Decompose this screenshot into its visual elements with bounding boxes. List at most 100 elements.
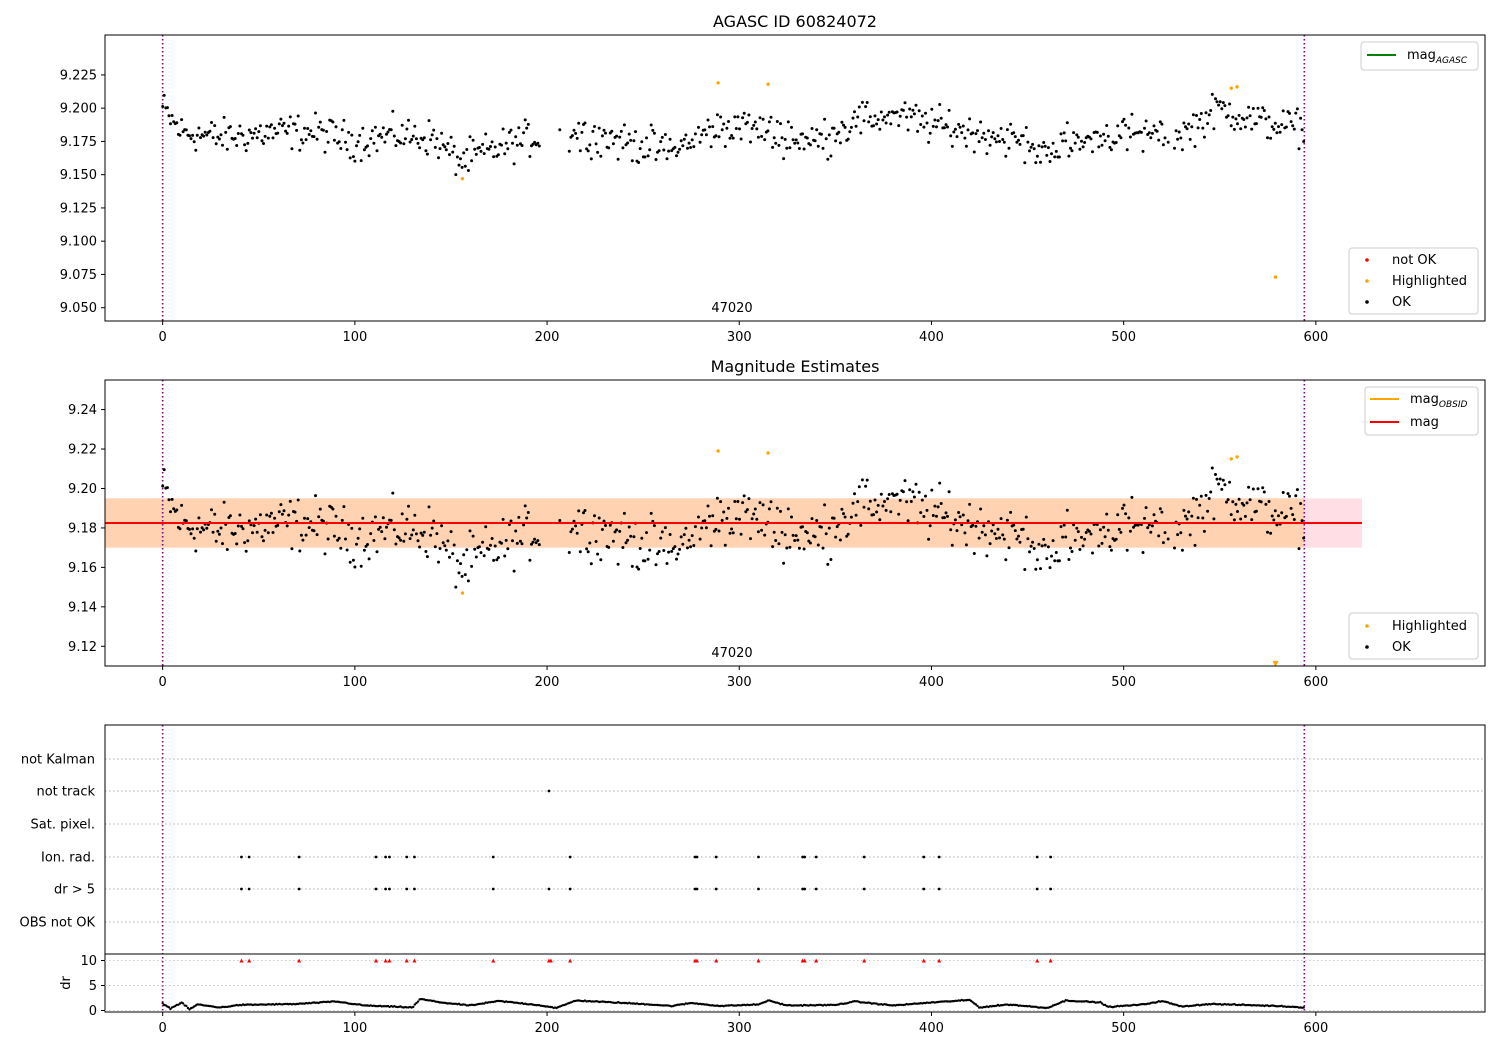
ok-point [1018,540,1022,544]
ok-point [1124,512,1128,516]
ok-point [742,494,746,498]
ok-point [1081,544,1085,548]
ok-point [303,516,306,520]
ok-point [963,136,967,140]
ok-point [983,533,987,537]
ok-point [873,114,877,118]
ok-point [994,140,998,144]
ok-point [589,562,593,566]
ok-point [1190,125,1194,129]
ok-point [407,118,410,122]
ok-point [1152,124,1156,128]
ok-point [1109,548,1113,552]
ok-point [646,154,650,158]
ok-point [1237,497,1241,501]
ok-point [865,478,869,482]
ok-point [1069,546,1072,550]
ok-point [449,135,453,139]
ok-point [1015,537,1019,541]
ok-point [411,134,415,138]
ok-point [613,530,617,534]
ok-point [477,545,481,549]
flag-label: not Kalman [21,753,95,768]
ok-point [1214,97,1217,101]
dr-point [185,1004,188,1008]
ok-point [977,140,981,144]
ok-point [1059,132,1063,136]
ok-point [184,519,188,523]
ok-point [1223,104,1227,108]
ok-point [985,152,989,156]
ok-point [856,500,860,504]
ok-point [372,141,376,145]
flag-label: Ion. rad. [41,851,95,866]
panel2-obsid-annotation: 47020 [711,646,752,661]
ok-point [359,159,363,163]
dr-high-marker [694,958,699,963]
ok-point [306,127,310,130]
ok-point [288,499,292,503]
ok-point [1242,118,1246,121]
ok-point [307,526,311,530]
ok-point [652,131,656,135]
ok-point [533,140,537,144]
ok-point [1234,117,1238,121]
ok-point [222,115,226,119]
ok-point [263,528,267,532]
ok-point [786,507,790,511]
panel2-legend-points-box [1348,612,1479,660]
ok-point [299,533,303,537]
ok-point [1191,496,1195,500]
ok-point [381,126,385,130]
ok-point [211,136,215,140]
ok-point [972,552,976,555]
ok-point [842,123,845,127]
panel2-x-ticks: 0 100 200 300 400 500 600 [159,666,1328,690]
ok-point [574,524,578,528]
flag-point [388,887,391,891]
ok-point [690,138,694,142]
ok-point [369,137,373,141]
ok-point [783,137,787,141]
ok-point [853,110,856,114]
dr-high-marker [374,958,379,963]
ok-point [391,109,395,113]
ok-point [1185,517,1189,521]
flag-point [757,855,760,859]
y-tick-label: 9.225 [60,68,97,83]
ok-point [301,538,305,542]
ok-point [600,528,604,531]
ok-point [422,530,426,534]
ok-point [1294,111,1298,115]
dr-high-marker [247,958,252,963]
ok-point [1297,547,1301,551]
ok-point [749,537,752,541]
ok-point [637,567,641,571]
ok-point [1091,551,1094,555]
ok-point [679,139,683,143]
ok-point [619,129,623,133]
ok-point [796,538,800,542]
ok-point [265,513,269,517]
ok-point [834,139,838,143]
ok-point [195,133,199,137]
ok-point [1292,518,1296,521]
ok-point [1002,537,1006,541]
ok-point [536,539,540,543]
dr-point [169,1007,172,1011]
ok-point [162,93,166,97]
ok-point [1097,145,1101,149]
ok-point [867,507,871,511]
flag-point [297,887,301,891]
ok-point [1024,126,1028,129]
ok-point [654,563,658,567]
ok-point [466,169,470,172]
ok-point [407,504,410,508]
ok-point [1097,544,1101,548]
ok-point [936,119,940,123]
ok-point [1195,497,1198,501]
ok-point [1039,160,1042,164]
ok-point [233,532,237,535]
ok-point [949,528,953,532]
dr-high-marker [239,958,244,963]
